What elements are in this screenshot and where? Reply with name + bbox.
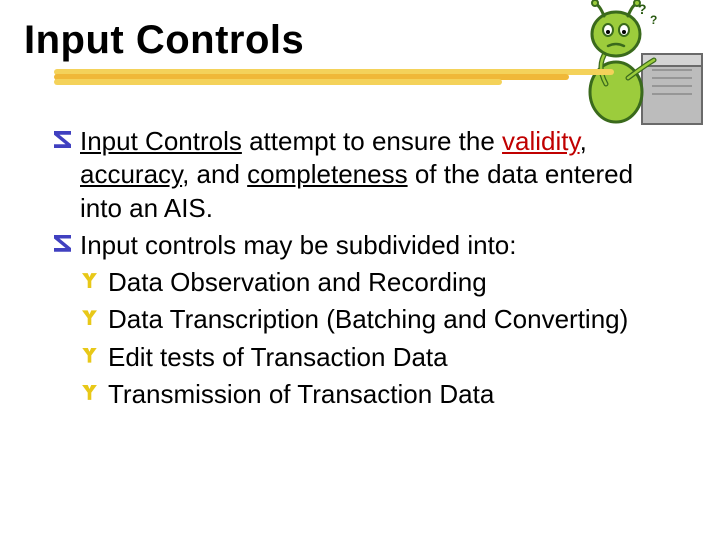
text-run: Input Controls [80, 126, 242, 156]
text-run: attempt to ensure the [242, 126, 502, 156]
title-underline [54, 69, 614, 85]
text-run: Data Observation and Recording [108, 267, 487, 297]
bullet-level2: Data Transcription (Batching and Convert… [82, 303, 636, 336]
bullet-level2: Edit tests of Transaction Data [82, 341, 636, 374]
svg-text:?: ? [650, 13, 657, 27]
text-run: Transmission of Transaction Data [108, 379, 494, 409]
clipart-alien-at-desk: ? ? [566, 0, 706, 130]
bullet-level1: Input Controls attempt to ensure the val… [54, 125, 636, 225]
slide-content: Input Controls attempt to ensure the val… [24, 125, 696, 411]
text-run: Data Transcription (Batching and Convert… [108, 304, 628, 334]
text-run: Input controls may be subdivided into: [80, 230, 516, 260]
bullet-level2: Data Observation and Recording [82, 266, 636, 299]
bullet-level2: Transmission of Transaction Data [82, 378, 636, 411]
text-run: Edit tests of Transaction Data [108, 342, 448, 372]
bullet-level1: Input controls may be subdivided into: [54, 229, 636, 262]
text-run: , and [182, 159, 247, 189]
underline-stroke [54, 79, 502, 85]
svg-text:?: ? [638, 1, 647, 17]
text-run: , [580, 126, 587, 156]
slide: ? ? Input Controls Input Controls attemp… [0, 0, 720, 540]
text-run: validity [502, 126, 580, 156]
text-run: accuracy [80, 159, 182, 189]
text-run: completeness [247, 159, 407, 189]
